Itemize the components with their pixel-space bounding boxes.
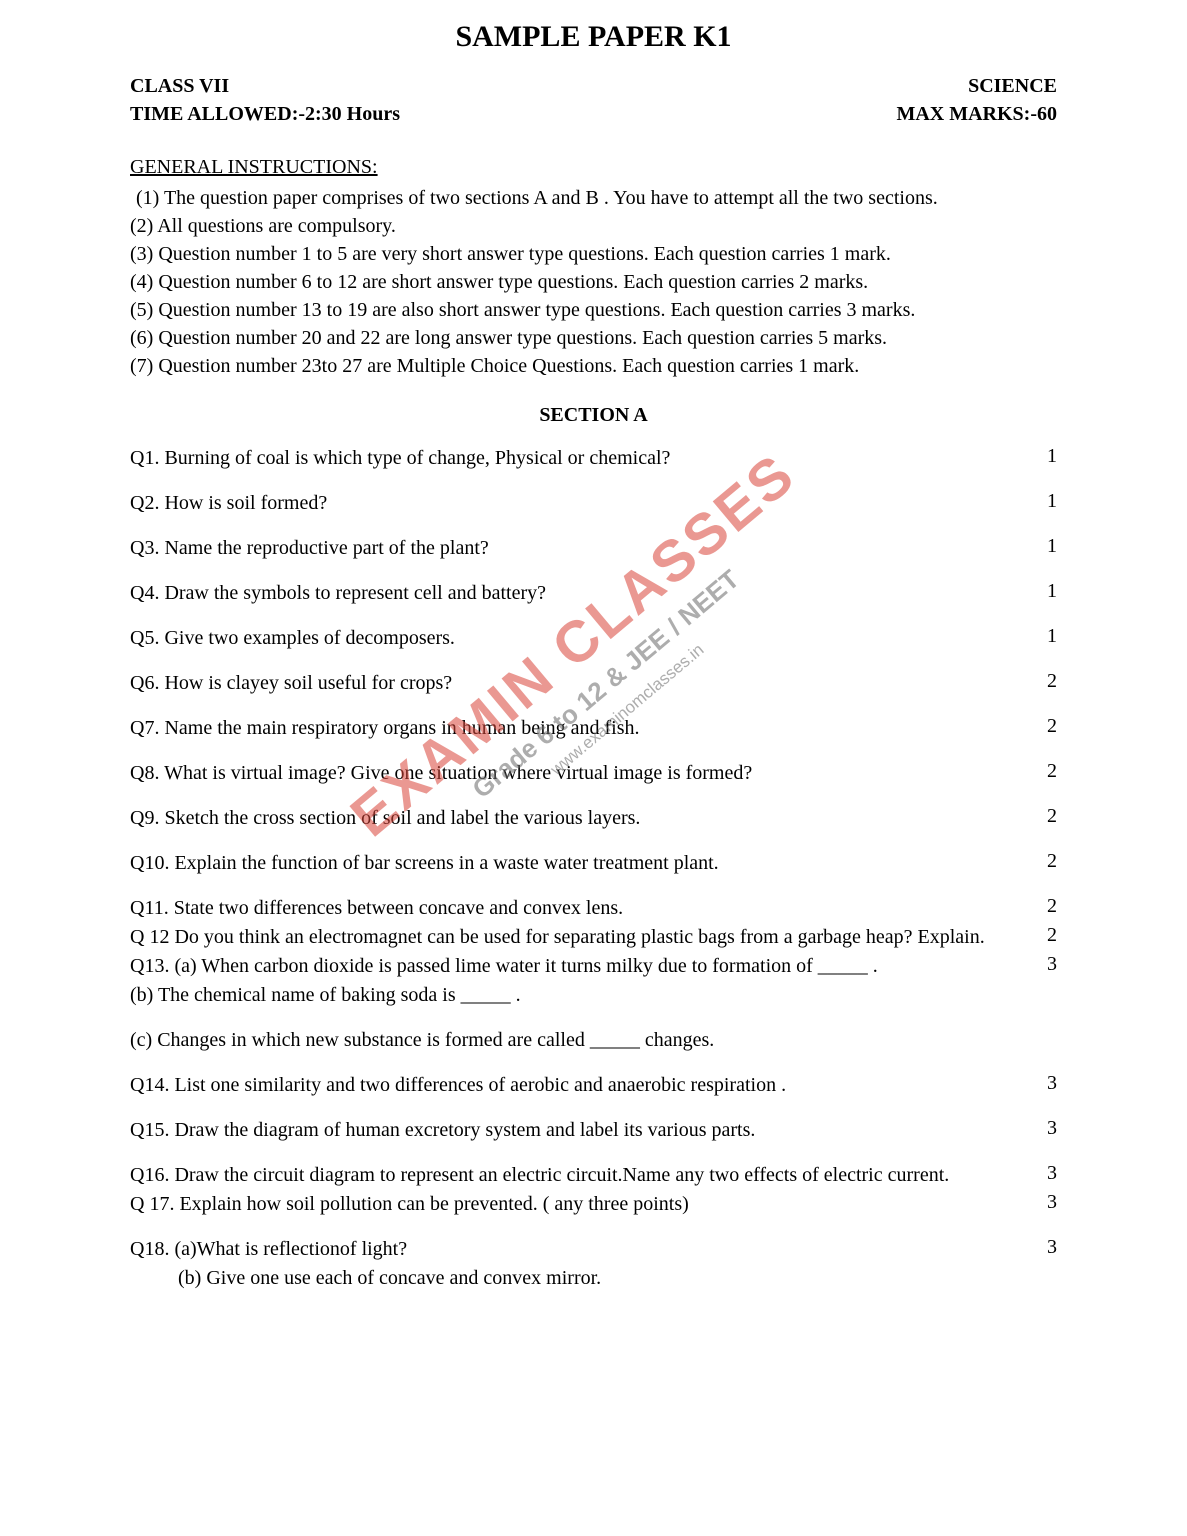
question-marks: 3 — [1043, 1236, 1057, 1259]
question-row: Q16. Draw the circuit diagram to represe… — [130, 1162, 1057, 1189]
instruction-item: (6) Question number 20 and 22 are long a… — [130, 325, 1057, 352]
question-row: Q2. How is soil formed? 1 — [130, 490, 1057, 517]
question-row: Q11. State two differences between conca… — [130, 895, 1057, 922]
question-text: Q 12 Do you think an electromagnet can b… — [130, 924, 1023, 951]
question-row: Q8. What is virtual image? Give one situ… — [130, 760, 1057, 787]
instructions-title: GENERAL INSTRUCTIONS: — [130, 156, 1057, 179]
question-text: Q 17. Explain how soil pollution can be … — [130, 1191, 1023, 1218]
question-row: Q6. How is clayey soil useful for crops?… — [130, 670, 1057, 697]
question-text: Q10. Explain the function of bar screens… — [130, 850, 1023, 877]
question-row: Q1. Burning of coal is which type of cha… — [130, 445, 1057, 472]
instruction-item: (2) All questions are compulsory. — [130, 213, 1057, 240]
questions-list: Q1. Burning of coal is which type of cha… — [130, 445, 1057, 1292]
question-marks: 3 — [1043, 953, 1057, 976]
question-marks: 2 — [1043, 715, 1057, 738]
question-marks: 1 — [1043, 580, 1057, 603]
header-block: CLASS VII SCIENCE TIME ALLOWED:-2:30 Hou… — [130, 72, 1057, 128]
header-row-1: CLASS VII SCIENCE — [130, 72, 1057, 100]
question-row: Q4. Draw the symbols to represent cell a… — [130, 580, 1057, 607]
question-marks: 2 — [1043, 760, 1057, 783]
question-text: Q15. Draw the diagram of human excretory… — [130, 1117, 1023, 1144]
question-text: Q3. Name the reproductive part of the pl… — [130, 535, 1023, 562]
question-text: Q2. How is soil formed? — [130, 490, 1023, 517]
question-text: Q1. Burning of coal is which type of cha… — [130, 445, 1023, 472]
question-marks: 1 — [1043, 625, 1057, 648]
instruction-item: (5) Question number 13 to 19 are also sh… — [130, 297, 1057, 324]
question-row: Q13. (a) When carbon dioxide is passed l… — [130, 953, 1057, 980]
question-row: Q14. List one similarity and two differe… — [130, 1072, 1057, 1099]
page-title: SAMPLE PAPER K1 — [130, 20, 1057, 54]
question-text: Q4. Draw the symbols to represent cell a… — [130, 580, 1023, 607]
instruction-item: (1) The question paper comprises of two … — [168, 185, 1057, 212]
question-text: Q5. Give two examples of decomposers. — [130, 625, 1023, 652]
question-marks: 1 — [1043, 445, 1057, 468]
question-text: Q16. Draw the circuit diagram to represe… — [130, 1162, 1023, 1189]
question-marks: 3 — [1043, 1191, 1057, 1214]
question-row: Q5. Give two examples of decomposers. 1 — [130, 625, 1057, 652]
question-row: Q7. Name the main respiratory organs in … — [130, 715, 1057, 742]
subject-label: SCIENCE — [968, 72, 1057, 100]
question-text: Q6. How is clayey soil useful for crops? — [130, 670, 1023, 697]
question-text: Q8. What is virtual image? Give one situ… — [130, 760, 1023, 787]
q13-part-c: (c) Changes in which new substance is fo… — [130, 1027, 1057, 1054]
question-marks: 3 — [1043, 1072, 1057, 1095]
q13-part-b: (b) The chemical name of baking soda is … — [130, 982, 1057, 1009]
question-row: Q9. Sketch the cross section of soil and… — [130, 805, 1057, 832]
instructions-list: (1) The question paper comprises of two … — [130, 185, 1057, 380]
question-row: Q 17. Explain how soil pollution can be … — [130, 1191, 1057, 1218]
instruction-item: (3) Question number 1 to 5 are very shor… — [130, 241, 1057, 268]
question-marks: 2 — [1043, 805, 1057, 828]
question-text: Q11. State two differences between conca… — [130, 895, 1023, 922]
question-text: Q18. (a)What is reflectionof light? — [130, 1236, 1023, 1263]
instruction-item: (4) Question number 6 to 12 are short an… — [130, 269, 1057, 296]
question-row: Q18. (a)What is reflectionof light? 3 — [130, 1236, 1057, 1263]
header-row-2: TIME ALLOWED:-2:30 Hours MAX MARKS:-60 — [130, 100, 1057, 128]
question-text: Q14. List one similarity and two differe… — [130, 1072, 1023, 1099]
marks-label: MAX MARKS:-60 — [896, 100, 1057, 128]
question-marks: 3 — [1043, 1162, 1057, 1185]
question-marks: 2 — [1043, 850, 1057, 873]
question-row: Q 12 Do you think an electromagnet can b… — [130, 924, 1057, 951]
q18-part-b: (b) Give one use each of concave and con… — [130, 1265, 1057, 1292]
question-text: Q7. Name the main respiratory organs in … — [130, 715, 1023, 742]
question-marks: 2 — [1043, 670, 1057, 693]
class-label: CLASS VII — [130, 72, 229, 100]
question-row: Q3. Name the reproductive part of the pl… — [130, 535, 1057, 562]
question-marks: 1 — [1043, 490, 1057, 513]
question-marks: 1 — [1043, 535, 1057, 558]
instruction-item: (7) Question number 23to 27 are Multiple… — [130, 353, 1057, 380]
question-row: Q10. Explain the function of bar screens… — [130, 850, 1057, 877]
question-marks: 2 — [1043, 924, 1057, 947]
question-text: Q13. (a) When carbon dioxide is passed l… — [130, 953, 1023, 980]
question-marks: 3 — [1043, 1117, 1057, 1140]
question-marks: 2 — [1043, 895, 1057, 918]
time-label: TIME ALLOWED:-2:30 Hours — [130, 100, 400, 128]
section-a-title: SECTION A — [130, 404, 1057, 427]
question-text: Q9. Sketch the cross section of soil and… — [130, 805, 1023, 832]
question-row: Q15. Draw the diagram of human excretory… — [130, 1117, 1057, 1144]
